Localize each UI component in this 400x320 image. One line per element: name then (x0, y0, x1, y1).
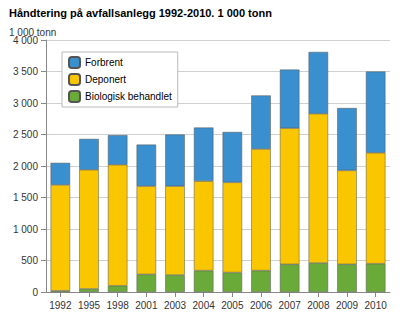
svg-text:1992: 1992 (49, 300, 72, 311)
svg-text:Biologisk behandlet: Biologisk behandlet (85, 91, 172, 102)
svg-text:2 000: 2 000 (13, 161, 38, 172)
svg-text:Deponert: Deponert (85, 74, 126, 85)
svg-text:2003: 2003 (164, 300, 187, 311)
svg-text:0: 0 (32, 287, 38, 298)
svg-text:Håndtering på avfallsanlegg 19: Håndtering på avfallsanlegg 1992-2010. 1… (9, 7, 272, 19)
svg-text:2001: 2001 (135, 300, 158, 311)
svg-text:3 500: 3 500 (13, 66, 38, 77)
svg-text:1998: 1998 (107, 300, 130, 311)
svg-text:500: 500 (21, 255, 38, 266)
svg-text:1 000: 1 000 (13, 224, 38, 235)
svg-text:1 500: 1 500 (13, 192, 38, 203)
svg-text:2010: 2010 (365, 300, 388, 311)
svg-text:Forbrent: Forbrent (85, 57, 123, 68)
svg-text:1 000 tonn: 1 000 tonn (9, 27, 56, 38)
svg-text:2006: 2006 (250, 300, 273, 311)
svg-text:2005: 2005 (221, 300, 244, 311)
svg-text:1995: 1995 (78, 300, 101, 311)
svg-text:2007: 2007 (279, 300, 302, 311)
svg-text:4 000: 4 000 (13, 34, 38, 46)
svg-text:2008: 2008 (307, 300, 330, 311)
svg-text:2009: 2009 (336, 300, 359, 311)
svg-text:3 000: 3 000 (13, 98, 38, 109)
svg-text:2 500: 2 500 (13, 129, 38, 140)
svg-text:2004: 2004 (193, 300, 216, 311)
